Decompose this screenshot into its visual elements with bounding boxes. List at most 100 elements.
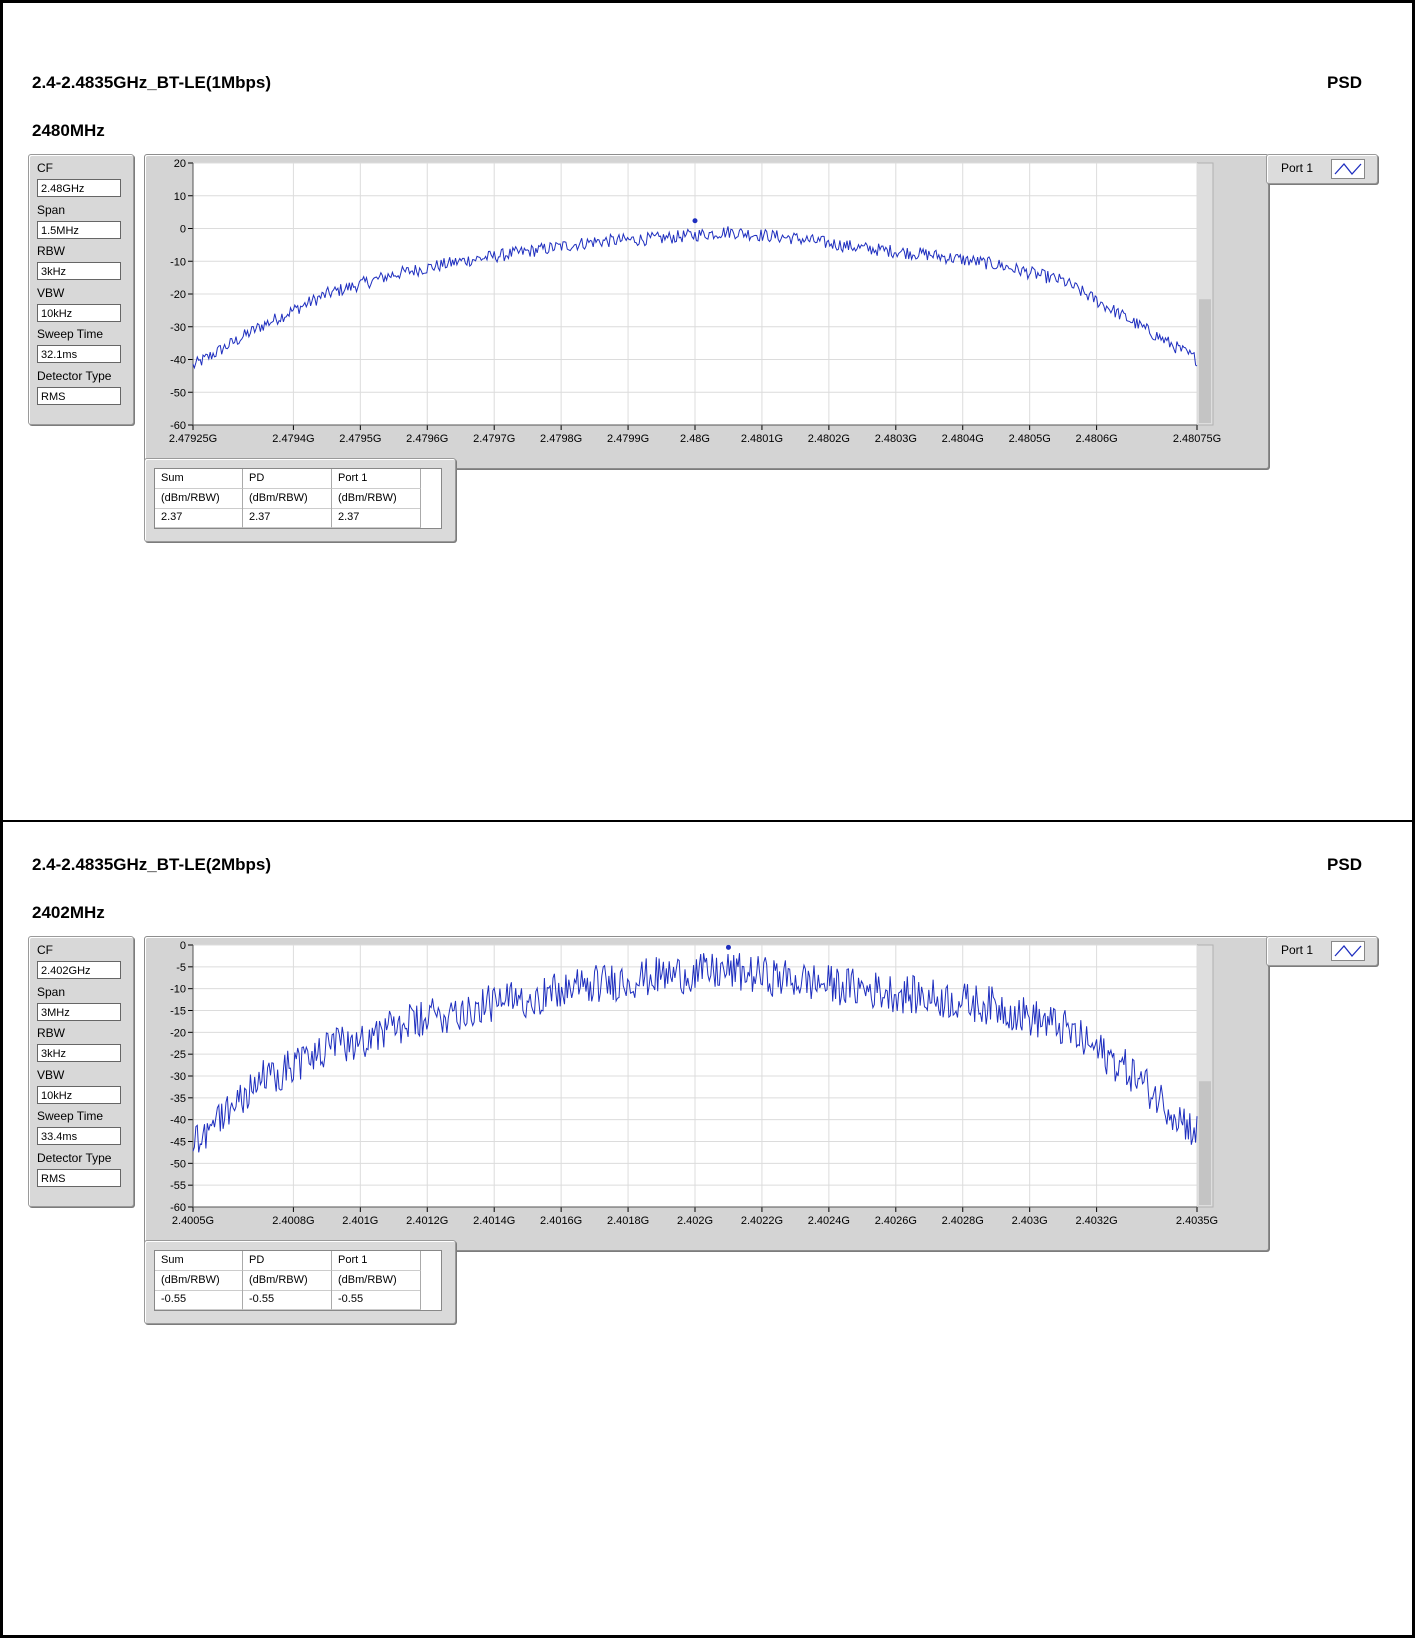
x-tick-label: 2.401G [342,1215,378,1227]
param-label-vbw: VBW [37,286,65,300]
param-label-detector: Detector Type [37,1151,112,1165]
psd-trace [192,953,1198,1153]
param-label-rbw: RBW [37,244,65,258]
x-tick-label: 2.4796G [406,433,448,445]
param-value-detector[interactable]: RMS [37,1169,121,1187]
param-label-cf: CF [37,161,53,175]
line-style-icon[interactable] [1331,941,1365,961]
result-unit-pd: (dBm/RBW) [243,1271,332,1291]
y-tick-label: 0 [180,940,186,952]
x-tick-label: 2.4018G [607,1215,649,1227]
param-label-rbw: RBW [37,1026,65,1040]
x-tick-label: 2.403G [1012,1215,1048,1227]
result-panel: Sum PD Port 1 (dBm/RBW) (dBm/RBW) (dBm/R… [144,458,456,542]
x-tick-label: 2.4803G [875,433,917,445]
measure-label: PSD [1327,73,1362,92]
result-header-port1: Port 1 [332,469,421,489]
y-tick-label: 10 [174,191,186,203]
psd-plot-frame: 20 10 0 -10 -20 -30 -40 -50 -60 2.47925G 2.4794G 2.… [144,154,1269,469]
param-value-detector[interactable]: RMS [37,387,121,405]
y-tick-label: -30 [170,1071,186,1083]
param-value-rbw[interactable]: 3kHz [37,262,121,280]
x-tick-label: 2.4016G [540,1215,582,1227]
result-table: Sum PD Port 1 (dBm/RBW) (dBm/RBW) (dBm/R… [154,1250,442,1311]
result-header-pd: PD [243,1251,332,1271]
plot-scroll-thumb[interactable] [1199,299,1211,423]
psd-trace [192,226,1198,370]
x-tick-label: 2.4798G [540,433,582,445]
param-label-sweep-time: Sweep Time [37,1109,104,1123]
result-table: Sum PD Port 1 (dBm/RBW) (dBm/RBW) (dBm/R… [154,468,442,529]
y-tick-label: -55 [170,1180,186,1192]
y-tick-label: -50 [170,1158,186,1170]
result-unit-pd: (dBm/RBW) [243,489,332,509]
test-title: 2.4-2.4835GHz_BT-LE(2Mbps) [32,855,272,874]
test-title: 2.4-2.4835GHz_BT-LE(1Mbps) [32,73,272,92]
result-value-pd: -0.55 [243,1290,332,1310]
result-value-sum: 2.37 [155,508,243,528]
line-style-icon[interactable] [1331,159,1365,179]
y-tick-label: -10 [170,256,186,268]
y-tick-label: -10 [170,984,186,996]
plot-legend[interactable]: Port 1 [1266,154,1378,184]
param-label-span: Span [37,985,66,999]
y-tick-label: -50 [170,387,186,399]
param-value-rbw[interactable]: 3kHz [37,1044,121,1062]
x-tick-label: 2.4005G [172,1215,214,1227]
y-tick-label: -15 [170,1006,186,1018]
x-tick-label: 2.4032G [1075,1215,1117,1227]
param-value-sweep-time[interactable]: 33.4ms [37,1127,121,1145]
legend-label: Port 1 [1281,943,1314,957]
param-value-cf[interactable]: 2.48GHz [37,179,121,197]
result-value-pd: 2.37 [243,508,332,528]
param-value-span[interactable]: 3MHz [37,1003,121,1021]
param-value-cf[interactable]: 2.402GHz [37,961,121,979]
result-panel: Sum PD Port 1 (dBm/RBW) (dBm/RBW) (dBm/R… [144,1240,456,1324]
x-tick-label: 2.4024G [808,1215,850,1227]
param-value-vbw[interactable]: 10kHz [37,1086,121,1104]
y-tick-label: -60 [170,420,186,432]
result-header-sum: Sum [155,1251,243,1271]
param-value-sweep-time[interactable]: 32.1ms [37,345,121,363]
legend-label: Port 1 [1281,161,1314,175]
parameter-panel: CF 2.48GHz Span 1.5MHz RBW 3kHz VBW 10kH… [28,154,134,425]
psd-chart[interactable]: 20 10 0 -10 -20 -30 -40 -50 -602.47925G 2.4794G 2.… [145,155,1268,468]
param-label-detector: Detector Type [37,369,112,383]
x-tick-label: 2.4802G [808,433,850,445]
x-tick-label: 2.4008G [272,1215,314,1227]
result-unit-port1: (dBm/RBW) [332,489,421,509]
y-tick-label: -40 [170,1115,186,1127]
frequency-label: 2480MHz [32,121,105,140]
parameter-panel: CF 2.402GHz Span 3MHz RBW 3kHz VBW 10kHz… [28,936,134,1207]
result-value-port1: -0.55 [332,1290,421,1310]
x-tick-label: 2.4795G [339,433,381,445]
x-tick-label: 2.47925G [169,433,217,445]
result-unit-sum: (dBm/RBW) [155,489,243,509]
param-value-vbw[interactable]: 10kHz [37,304,121,322]
y-tick-label: -35 [170,1093,186,1105]
x-tick-label: 2.4806G [1075,433,1117,445]
result-header-pd: PD [243,469,332,489]
psd-section-2: 2.4-2.4835GHz_BT-LE(2Mbps) PSD 2402MHz C… [0,820,1415,1638]
psd-chart[interactable]: 0-5-10-15-20-25-30-35-40-45-50-55-602.40… [145,937,1268,1250]
result-value-port1: 2.37 [332,508,421,528]
x-tick-label: 2.4799G [607,433,649,445]
x-tick-label: 2.4805G [1009,433,1051,445]
plot-scroll-thumb[interactable] [1199,1081,1211,1205]
x-tick-label: 2.48075G [1173,433,1221,445]
x-tick-label: 2.4014G [473,1215,515,1227]
x-tick-label: 2.48G [680,433,710,445]
result-header-port1: Port 1 [332,1251,421,1271]
x-tick-label: 2.4804G [942,433,984,445]
param-value-span[interactable]: 1.5MHz [37,221,121,239]
psd-plot-frame: 0 -5 -10 -15 -20 -25 -30 -35 -40 -45 -50 -55 -60 2.40… [144,936,1269,1251]
x-tick-label: 2.4801G [741,433,783,445]
x-tick-label: 2.4035G [1176,1215,1218,1227]
x-tick-label: 2.4794G [272,433,314,445]
y-tick-label: 0 [180,224,186,236]
x-tick-label: 2.4797G [473,433,515,445]
x-tick-label: 2.4026G [875,1215,917,1227]
plot-legend[interactable]: Port 1 [1266,936,1378,966]
x-tick-label: 2.4012G [406,1215,448,1227]
peak-marker [692,218,698,224]
